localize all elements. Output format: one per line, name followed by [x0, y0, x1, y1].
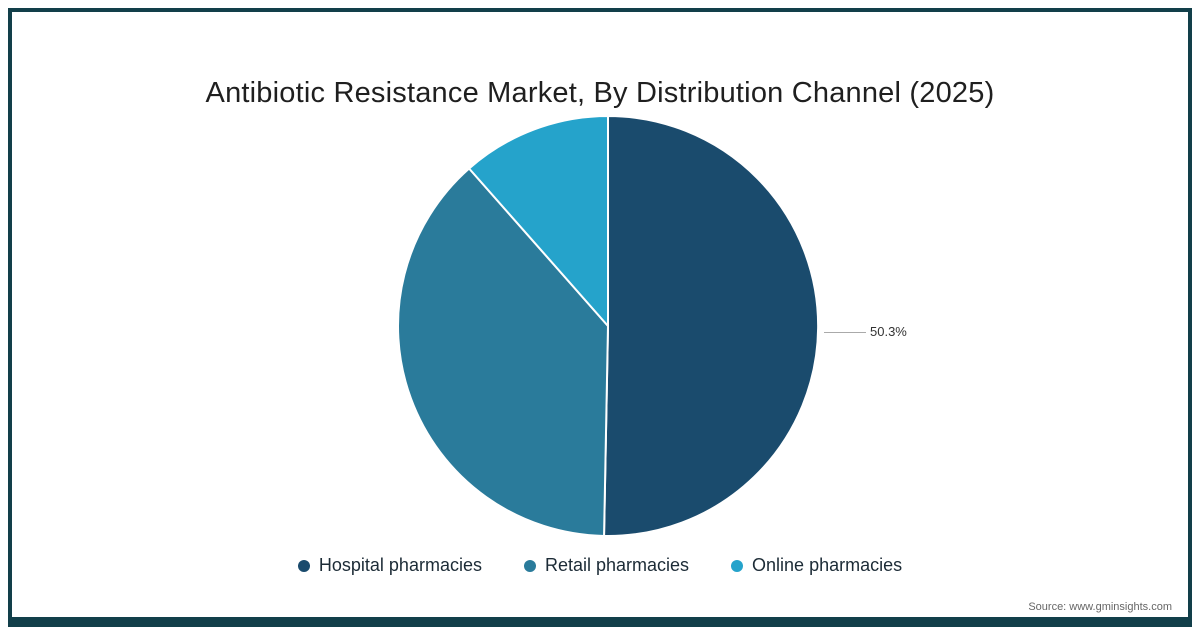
legend-item-online: Online pharmacies: [731, 555, 902, 576]
legend-item-hospital: Hospital pharmacies: [297, 555, 482, 576]
data-label-leader-line: [824, 332, 866, 333]
legend-marker-hospital: [297, 559, 310, 572]
pie-svg: [397, 115, 820, 537]
legend: Hospital pharmacies Retail pharmacies On…: [12, 555, 1188, 576]
pie-slice-1: [397, 167, 609, 537]
chart-frame: Antibiotic Resistance Market, By Distrib…: [8, 8, 1192, 627]
chart-title: Antibiotic Resistance Market, By Distrib…: [205, 77, 995, 110]
legend-label-hospital: Hospital pharmacies: [318, 555, 482, 575]
source-attribution: Source: www.gminsights.com: [1028, 601, 1172, 613]
bottom-accent-bar: [12, 617, 1188, 627]
pie-slice-0: [603, 115, 820, 537]
pie-chart: [384, 102, 832, 550]
pie-slice-2: [468, 115, 609, 327]
legend-label-online: Online pharmacies: [752, 555, 903, 575]
hospital-slice-data-label: 50.3%: [870, 324, 907, 339]
legend-item-retail: Retail pharmacies: [523, 555, 690, 576]
legend-marker-online: [731, 559, 744, 572]
legend-marker-retail: [523, 559, 536, 572]
legend-label-retail: Retail pharmacies: [544, 555, 690, 575]
